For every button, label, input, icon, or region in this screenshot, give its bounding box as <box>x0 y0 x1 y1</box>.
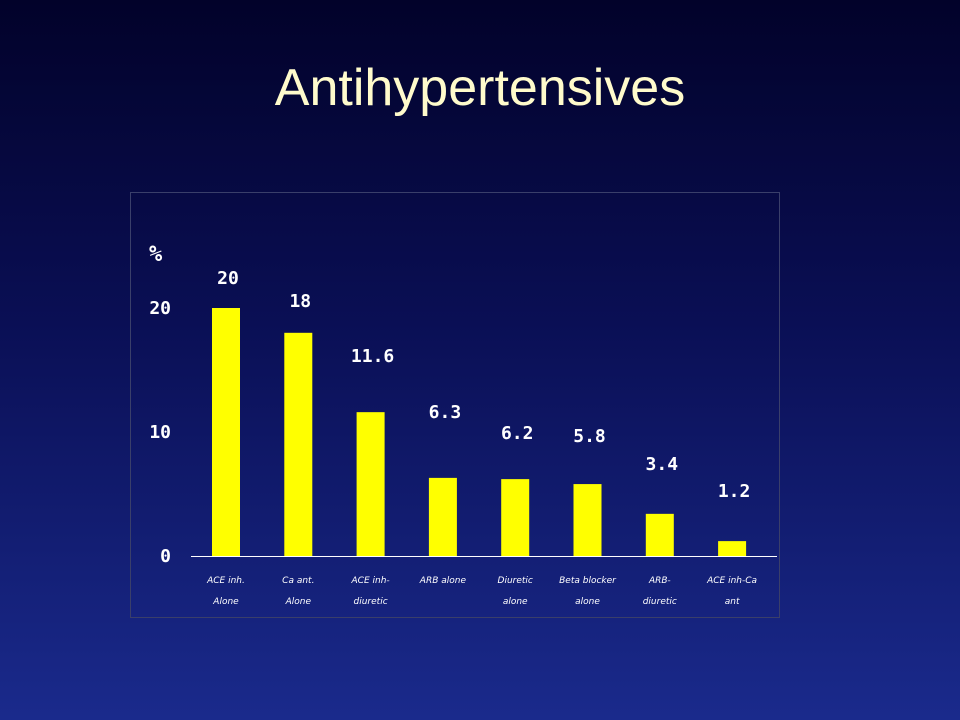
bars-group <box>212 308 747 556</box>
bar-value-label: 6.2 <box>501 423 534 444</box>
category-label: Beta blocker alone <box>559 576 617 607</box>
bar-chart: % 0 10 20 20 18 11.6 6.3 6.2 5.8 3.4 1.2 ACE inh.… <box>149 242 777 607</box>
bar-value-label: 20 <box>217 268 239 289</box>
category-label: ACE inh-Ca ant <box>706 576 757 607</box>
bar <box>573 484 602 556</box>
bar-value-label: 11.6 <box>351 346 394 367</box>
bar <box>718 541 747 556</box>
bar <box>428 477 457 556</box>
category-label: ARB alone <box>419 576 467 586</box>
y-tick-label: 10 <box>149 422 171 443</box>
chart-frame: % 0 10 20 20 18 11.6 6.3 6.2 5.8 3.4 1.2 ACE inh.… <box>130 192 780 618</box>
bar-value-label: 1.2 <box>718 481 751 502</box>
slide-title: Antihypertensives <box>274 59 686 117</box>
bar-value-label: 6.3 <box>429 402 462 423</box>
y-tick-label: 0 <box>160 546 171 567</box>
bar <box>501 479 530 556</box>
bar <box>212 308 240 556</box>
category-label: ACE inh. Alone <box>206 576 245 607</box>
bar-value-label: 5.8 <box>573 426 606 447</box>
bar-value-label: 18 <box>289 291 311 312</box>
y-axis-ticks: 0 10 20 <box>149 298 171 567</box>
bar <box>356 412 385 556</box>
bar <box>284 332 313 556</box>
y-tick-label: 20 <box>149 298 171 319</box>
category-label: ARB-diuretic <box>643 576 677 607</box>
y-axis-unit-label: % <box>149 242 163 267</box>
category-label: Diuretic alone <box>498 576 533 607</box>
bar <box>645 513 674 556</box>
bar-value-label: 3.4 <box>646 454 679 475</box>
category-label: Ca ant. Alone <box>282 576 314 607</box>
value-labels-group: 20 18 11.6 6.3 6.2 5.8 3.4 1.2 <box>217 268 750 502</box>
category-label: ACE inh-diuretic <box>351 576 390 607</box>
category-labels-group: ACE inh. Alone Ca ant. Alone ACE inh-diureti… <box>206 576 757 607</box>
